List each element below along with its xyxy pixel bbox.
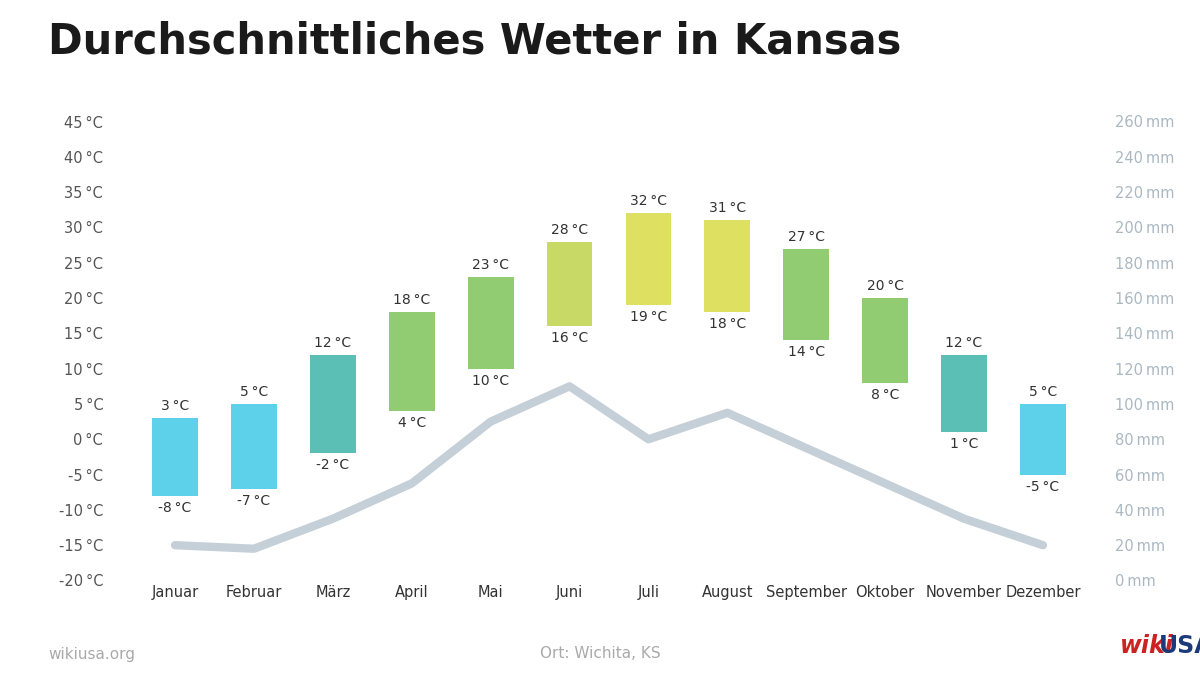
Text: 5 °C: 5 °C bbox=[1028, 385, 1057, 399]
Text: 8 °C: 8 °C bbox=[871, 387, 899, 402]
Bar bbox=[704, 220, 750, 312]
Text: -8 °C: -8 °C bbox=[158, 501, 192, 515]
Text: 3 °C: 3 °C bbox=[161, 399, 190, 413]
Text: 23 °C: 23 °C bbox=[472, 258, 509, 272]
Text: 31 °C: 31 °C bbox=[709, 201, 746, 215]
Text: 16 °C: 16 °C bbox=[551, 331, 588, 345]
Text: 10 °C: 10 °C bbox=[472, 373, 509, 387]
Text: 18 °C: 18 °C bbox=[394, 293, 431, 307]
Text: 28 °C: 28 °C bbox=[551, 223, 588, 237]
Text: Ort: Wichita, KS: Ort: Wichita, KS bbox=[540, 647, 660, 662]
Text: USA: USA bbox=[1159, 634, 1200, 658]
Text: 12 °C: 12 °C bbox=[314, 335, 352, 350]
Text: -5 °C: -5 °C bbox=[1026, 479, 1060, 493]
Text: 20 °C: 20 °C bbox=[866, 279, 904, 293]
Text: -7 °C: -7 °C bbox=[238, 493, 270, 508]
Bar bbox=[1020, 404, 1066, 475]
Bar bbox=[863, 298, 908, 383]
Bar bbox=[941, 354, 986, 432]
Text: Durchschnittliches Wetter in Kansas: Durchschnittliches Wetter in Kansas bbox=[48, 20, 901, 62]
Bar bbox=[152, 418, 198, 495]
Text: wikiusa.org: wikiusa.org bbox=[48, 647, 134, 662]
Text: 12 °C: 12 °C bbox=[946, 335, 983, 350]
Bar bbox=[547, 242, 593, 326]
Bar bbox=[389, 312, 434, 411]
Text: -2 °C: -2 °C bbox=[317, 458, 349, 472]
Bar bbox=[468, 277, 514, 369]
Text: 19 °C: 19 °C bbox=[630, 310, 667, 324]
Bar bbox=[232, 404, 277, 489]
Text: 4 °C: 4 °C bbox=[397, 416, 426, 430]
Text: 1 °C: 1 °C bbox=[950, 437, 978, 451]
Bar bbox=[784, 248, 829, 340]
Text: 27 °C: 27 °C bbox=[787, 230, 824, 244]
Bar bbox=[625, 213, 671, 305]
Text: 14 °C: 14 °C bbox=[787, 346, 824, 359]
Text: 32 °C: 32 °C bbox=[630, 194, 667, 209]
Bar bbox=[310, 354, 355, 454]
Text: wiki: wiki bbox=[1120, 634, 1174, 658]
Text: 5 °C: 5 °C bbox=[240, 385, 268, 399]
Text: 18 °C: 18 °C bbox=[709, 317, 746, 331]
